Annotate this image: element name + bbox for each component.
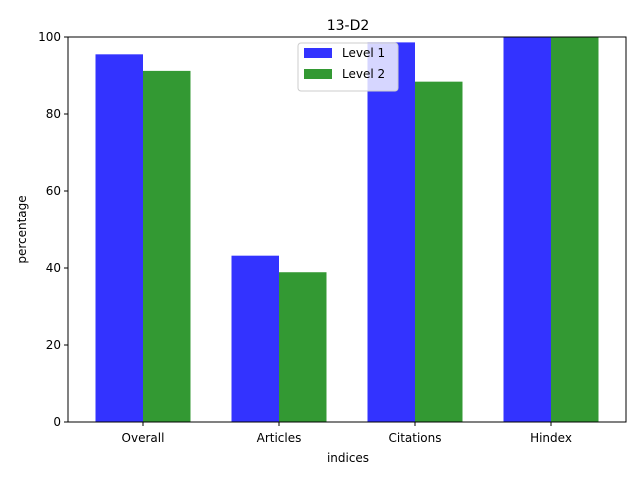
y-tick-label: 100 — [38, 30, 61, 44]
x-axis-label: indices — [327, 451, 369, 465]
bar-level-2-articles — [279, 272, 327, 422]
bar-level-1-hindex — [503, 37, 551, 422]
y-tick-label: 20 — [46, 338, 61, 352]
x-tick-label: Overall — [122, 431, 165, 445]
legend-label: Level 1 — [342, 46, 385, 60]
x-tick-label: Articles — [257, 431, 302, 445]
bar-level-2-overall — [143, 70, 191, 422]
x-tick-label: Hindex — [530, 431, 572, 445]
bar-level-1-citations — [367, 42, 415, 422]
x-tick-label: Citations — [388, 431, 441, 445]
y-tick-label: 80 — [46, 107, 61, 121]
bars-group — [95, 37, 599, 422]
y-axis-label: percentage — [15, 195, 29, 263]
legend-swatch — [304, 48, 332, 58]
y-tick-label: 40 — [46, 261, 61, 275]
y-tick-label: 60 — [46, 184, 61, 198]
y-axis: 0 20 40 60 80 100 — [38, 30, 68, 429]
bar-level-2-hindex — [551, 37, 599, 422]
legend: Level 1 Level 2 — [297, 42, 399, 92]
bar-level-1-articles — [231, 255, 279, 422]
bar-level-2-citations — [415, 81, 463, 422]
plot-frame — [67, 36, 627, 423]
legend-swatch — [304, 69, 332, 79]
x-axis: Overall Articles Citations Hindex — [122, 422, 572, 445]
y-tick-label: 0 — [53, 415, 61, 429]
chart-title: 13-D2 — [327, 18, 370, 34]
bar-level-1-overall — [95, 54, 143, 422]
legend-label: Level 2 — [342, 67, 385, 81]
